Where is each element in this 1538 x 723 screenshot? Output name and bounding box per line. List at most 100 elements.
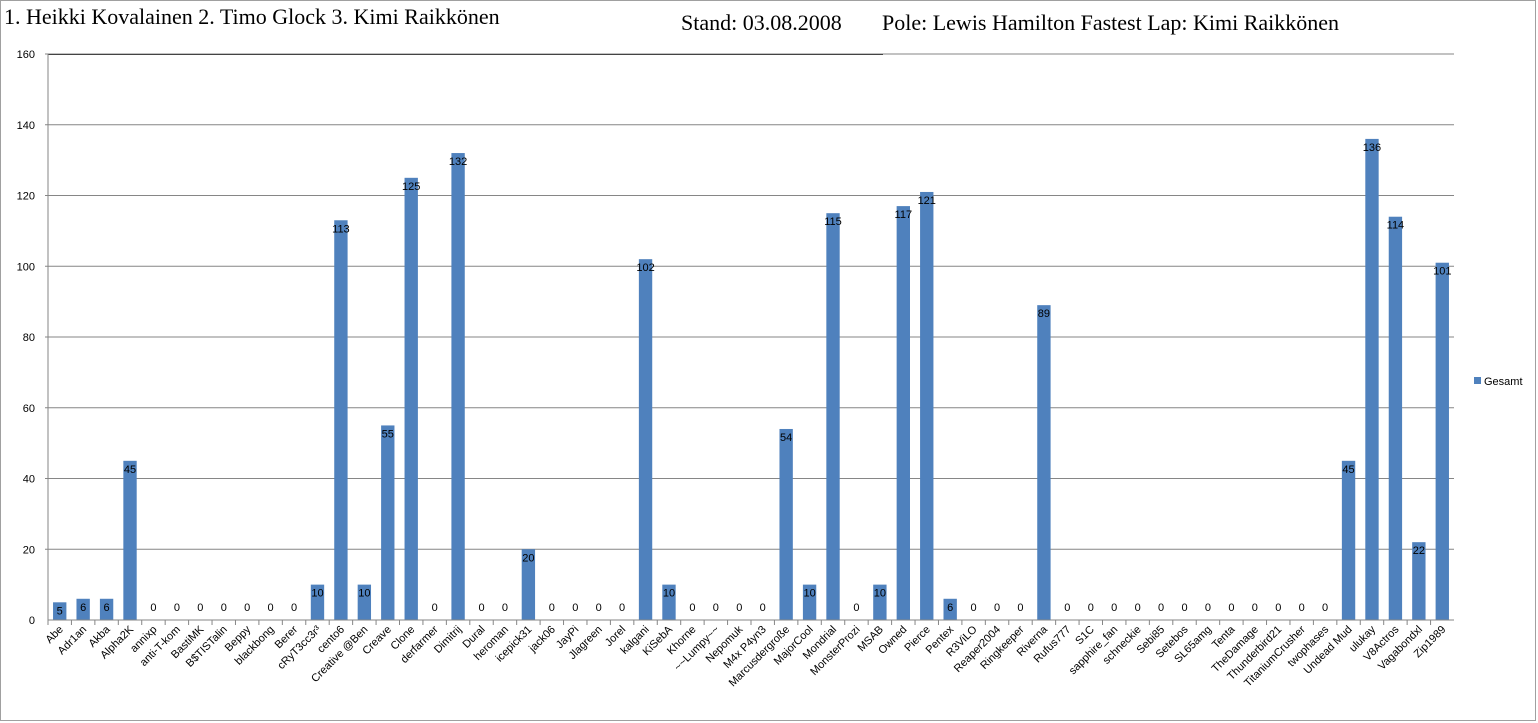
- y-tick-label: 60: [23, 403, 35, 415]
- data-label: 0: [572, 602, 578, 614]
- bar-42: [1037, 305, 1051, 620]
- data-label: 0: [221, 602, 227, 614]
- data-label: 0: [268, 602, 274, 614]
- bar-56: [1365, 138, 1379, 620]
- data-label: 0: [1322, 602, 1328, 614]
- data-label: 0: [174, 602, 180, 614]
- data-label: 0: [713, 602, 719, 614]
- y-tick-label: 40: [23, 474, 35, 486]
- data-label: 121: [918, 195, 936, 207]
- data-label: 114: [1387, 220, 1405, 232]
- race-result-text: 1. Heikki Kovalainen 2. Timo Glock 3. Ki…: [4, 4, 500, 29]
- data-label: 10: [311, 588, 323, 600]
- bar-14: [381, 425, 395, 620]
- data-label: 0: [619, 602, 625, 614]
- data-label: 0: [478, 602, 484, 614]
- bar-17: [451, 153, 465, 621]
- bar-1: [76, 598, 90, 620]
- data-label: 0: [689, 602, 695, 614]
- data-label: 0: [1158, 602, 1164, 614]
- bar-3: [123, 460, 137, 620]
- data-label: 0: [736, 602, 742, 614]
- bar-11: [310, 584, 325, 620]
- data-label: 0: [432, 602, 438, 614]
- bar-35: [873, 584, 887, 620]
- pole-fastest-lap-text: Pole: Lewis Hamilton Fastest Lap: Kimi R…: [882, 10, 1340, 35]
- data-label: 0: [971, 602, 977, 614]
- data-label: 132: [449, 156, 467, 168]
- data-label: 0: [1228, 602, 1234, 614]
- y-tick-label: 160: [17, 49, 35, 61]
- data-label: 0: [244, 602, 250, 614]
- y-axis: 0 20 40 60 80 100 120 140 160: [17, 49, 49, 627]
- data-label: 10: [663, 588, 675, 600]
- data-label: 0: [1181, 602, 1187, 614]
- data-label: 0: [1064, 602, 1070, 614]
- data-label: 0: [760, 602, 766, 614]
- data-labels: 5 6 6 45 0 0 0 0 0 0 0 10 113 10 55 125 0 132 0 0 20 0 0 0 0 102 1…: [57, 142, 1452, 617]
- data-label: 5: [57, 605, 63, 617]
- y-tick-label: 80: [23, 332, 35, 344]
- bar-55: [1341, 460, 1356, 620]
- y-tick-label: 100: [17, 261, 35, 273]
- data-label: 20: [522, 552, 534, 564]
- data-label: 136: [1363, 142, 1381, 154]
- data-label: 55: [382, 428, 394, 440]
- data-label: 54: [780, 432, 792, 444]
- data-label: 22: [1413, 545, 1425, 557]
- bar-13: [357, 584, 372, 620]
- data-label: 0: [596, 602, 602, 614]
- bar-37: [920, 191, 934, 620]
- legend: Gesamt: [1474, 376, 1523, 388]
- data-label: 0: [994, 602, 1000, 614]
- data-label: 6: [80, 602, 86, 614]
- y-tick-label: 140: [17, 120, 35, 132]
- bar-33: [826, 213, 840, 620]
- x-tick-label: jack06: [526, 624, 558, 656]
- legend-label-gesamt: Gesamt: [1484, 376, 1523, 388]
- bar-58: [1412, 542, 1426, 620]
- bar-15: [404, 177, 418, 620]
- y-tick-label: 20: [23, 544, 35, 556]
- data-label: 0: [291, 602, 297, 614]
- data-label: 0: [1111, 602, 1117, 614]
- y-tick-label: 0: [29, 615, 35, 627]
- bar-59: [1435, 262, 1449, 620]
- data-label: 6: [104, 602, 110, 614]
- data-label: 0: [150, 602, 156, 614]
- legend-swatch-gesamt: [1474, 377, 1481, 384]
- y-tick-label: 120: [17, 191, 35, 203]
- data-label: 0: [1017, 602, 1023, 614]
- data-label: 115: [824, 216, 842, 228]
- bar-36: [896, 206, 910, 621]
- data-label: 0: [1205, 602, 1211, 614]
- bar-0: [53, 602, 67, 620]
- data-label: 6: [947, 602, 953, 614]
- data-label: 102: [636, 262, 654, 274]
- data-label: 10: [803, 588, 815, 600]
- data-label: 101: [1433, 266, 1451, 278]
- data-label: 125: [402, 181, 420, 193]
- data-label: 89: [1038, 308, 1050, 320]
- stand-date-text: Stand: 03.08.2008: [681, 10, 842, 35]
- bar-12: [334, 220, 348, 620]
- data-label: 0: [549, 602, 555, 614]
- gridlines: [45, 53, 1454, 550]
- data-label: 0: [1135, 602, 1141, 614]
- data-label: 0: [1275, 602, 1281, 614]
- bar-26: [662, 584, 676, 620]
- data-label: 10: [358, 588, 370, 600]
- bar-32: [802, 584, 817, 620]
- data-label: 0: [502, 602, 508, 614]
- bar-20: [521, 549, 536, 620]
- data-label: 117: [895, 209, 913, 221]
- bar-57: [1388, 216, 1403, 620]
- data-label: 45: [1342, 464, 1354, 476]
- data-label: 0: [1299, 602, 1305, 614]
- bar-2: [99, 598, 114, 620]
- data-label: 0: [853, 602, 859, 614]
- data-label: 10: [874, 588, 886, 600]
- data-label: 0: [1252, 602, 1258, 614]
